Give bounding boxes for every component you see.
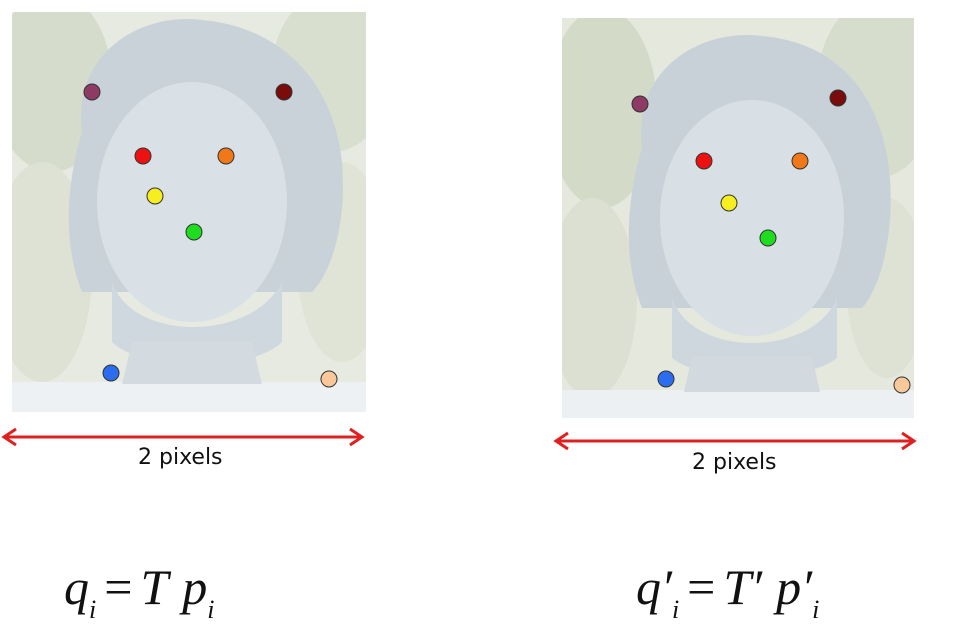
eq-rhs: p′ — [776, 559, 813, 615]
eq-equals: = — [687, 559, 716, 615]
eq-lhs: q′ — [636, 559, 672, 615]
point-purple — [83, 83, 101, 101]
point-green — [185, 223, 203, 241]
scale-arrow-left — [1, 427, 365, 447]
right-photo-panel — [562, 18, 914, 418]
point-blue — [657, 370, 675, 388]
point-purple — [631, 95, 649, 113]
point-blue — [102, 364, 120, 382]
point-dark-red — [275, 83, 293, 101]
point-red — [134, 147, 152, 165]
scale-label-left: 2 pixels — [138, 445, 223, 470]
point-yellow — [720, 194, 738, 212]
scale-arrow-right — [553, 431, 917, 451]
point-peach — [320, 370, 338, 388]
eq-equals: = — [104, 559, 133, 615]
eq-rhs-sub: i — [207, 595, 215, 624]
eq-transform: T — [140, 559, 169, 615]
eq-lhs: q — [64, 559, 89, 615]
point-peach — [893, 376, 911, 394]
eq-rhs-sub: i — [812, 595, 820, 624]
point-dark-red — [829, 89, 847, 107]
point-green — [759, 229, 777, 247]
scale-label-right: 2 pixels — [692, 450, 777, 475]
bust-photo-left — [12, 12, 366, 412]
equation-right: q′i = T′ p′i — [636, 559, 819, 623]
left-photo-panel — [12, 12, 366, 412]
point-orange — [217, 147, 235, 165]
eq-transform: T′ — [723, 559, 763, 615]
point-yellow — [146, 187, 164, 205]
eq-rhs: p — [182, 559, 208, 615]
point-red — [695, 152, 713, 170]
eq-lhs-sub: i — [671, 595, 680, 624]
bust-photo-right — [562, 18, 914, 418]
eq-lhs-sub: i — [89, 595, 97, 624]
point-orange — [791, 152, 809, 170]
